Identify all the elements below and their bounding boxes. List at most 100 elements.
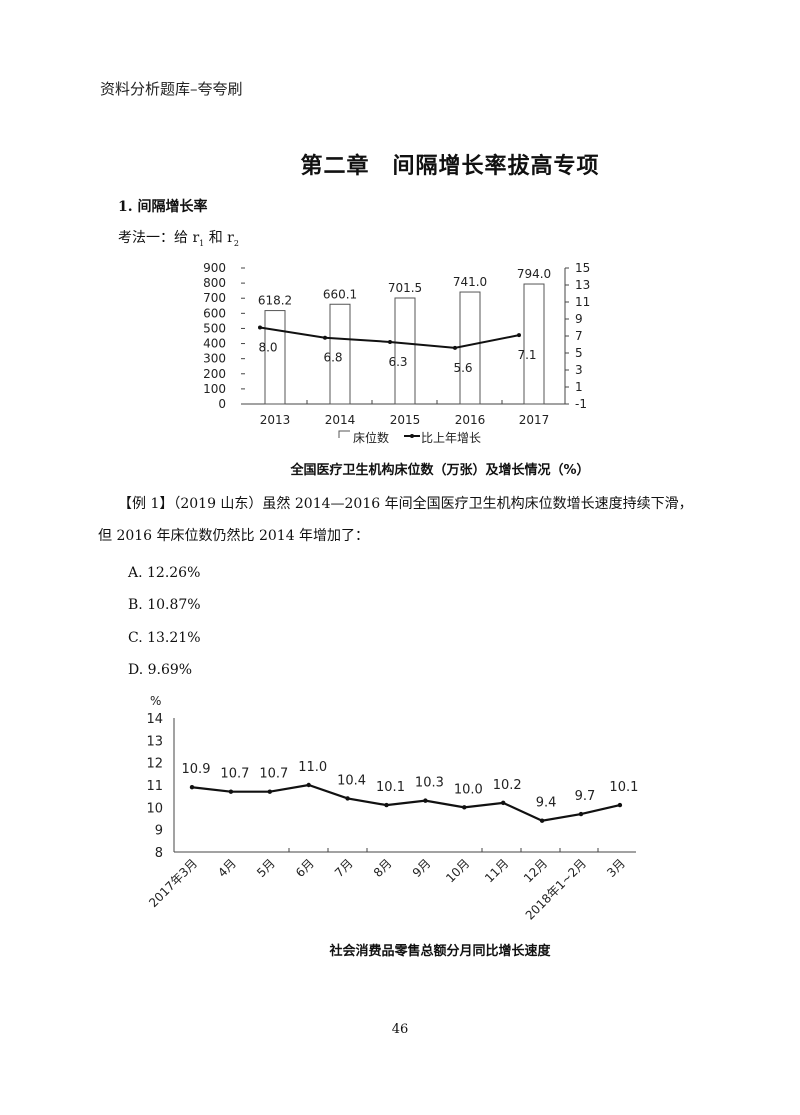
left-tick-label: 300 bbox=[203, 352, 226, 366]
y-unit-label: % bbox=[150, 694, 161, 708]
line-point bbox=[423, 798, 428, 803]
month-label: 8月 bbox=[371, 856, 395, 880]
right-tick-label: -1 bbox=[575, 397, 587, 411]
right-tick-label: 1 bbox=[575, 380, 583, 394]
month-label: 11月 bbox=[482, 856, 511, 885]
chapter-title: 第二章 间隔增长率拔高专项 bbox=[300, 153, 600, 179]
growth-line: 8.0 6.8 6.3 5.6 7.1 bbox=[258, 325, 537, 375]
right-tick-label: 15 bbox=[575, 261, 590, 275]
page-number: 46 bbox=[391, 1022, 409, 1037]
month-label: 4月 bbox=[215, 856, 239, 880]
section-heading: 1. 间隔增长率 bbox=[118, 199, 208, 215]
method-heading: 考法一：给 r1 和 r2 bbox=[118, 227, 239, 248]
month-label: 2017年3月 bbox=[146, 856, 200, 910]
left-tick-label: 500 bbox=[203, 321, 226, 335]
growth-line: 10.9 10.7 10.7 11.0 10.4 10.1 10.3 10.0 10.2 9.4 9… bbox=[182, 760, 638, 852]
option-b[interactable]: B. 10.87% bbox=[128, 597, 201, 613]
line-point bbox=[384, 802, 389, 808]
legend-bars-label: 床位数 bbox=[353, 430, 389, 445]
question-line-1: 【例 1】（2019 山东）虽然 2014—2016 年间全国医疗卫生机构床位数… bbox=[118, 496, 693, 512]
right-tick-label: 5 bbox=[575, 346, 583, 360]
option-a[interactable]: A. 12.26% bbox=[128, 565, 201, 581]
value-label: 9.4 bbox=[536, 796, 557, 811]
y-tick-label: 8 bbox=[155, 846, 163, 861]
line-value-label: 7.1 bbox=[517, 348, 536, 362]
left-tick-label: 600 bbox=[203, 306, 226, 320]
y-tick-label: 10 bbox=[146, 801, 163, 816]
line-point bbox=[189, 785, 195, 790]
left-tick-label: 0 bbox=[218, 397, 226, 411]
question-text: 【例 1】（2019 山东）虽然 2014—2016 年间全国医疗卫生机构床位数… bbox=[98, 488, 698, 552]
left-tick-label: 900 bbox=[203, 261, 226, 275]
line-point bbox=[462, 805, 467, 810]
line-point bbox=[388, 339, 392, 344]
value-label: 11.0 bbox=[298, 760, 327, 775]
value-label: 10.7 bbox=[220, 767, 249, 782]
line-point bbox=[453, 345, 457, 350]
bar-value-label: 701.5 bbox=[388, 281, 422, 295]
chart1-caption: 全国医疗卫生机构床位数（万张）及增长情况（%） bbox=[290, 463, 590, 478]
left-tick-label: 200 bbox=[203, 367, 226, 381]
y-tick-label: 12 bbox=[146, 757, 163, 772]
value-label: 10.3 bbox=[415, 776, 444, 791]
month-label: 6月 bbox=[293, 856, 317, 880]
question-line-2: 但 2016 年床位数仍然比 2014 年增加了： bbox=[98, 528, 370, 544]
line-point bbox=[306, 782, 311, 788]
bar bbox=[523, 283, 545, 405]
bars: 618.2 660.1 701.5 741.0 794.0 bbox=[258, 267, 551, 405]
bar bbox=[459, 291, 481, 405]
y-tick-label: 14 bbox=[146, 712, 163, 727]
bar bbox=[264, 310, 286, 405]
value-label: 10.7 bbox=[259, 767, 288, 782]
bar-legend-icon bbox=[338, 430, 350, 438]
y-tick-label: 13 bbox=[146, 734, 163, 749]
x-axis-labels: 2013 2014 2015 2016 2017 bbox=[260, 413, 550, 427]
option-c[interactable]: C. 13.21% bbox=[128, 630, 201, 646]
left-tick-label: 400 bbox=[203, 337, 226, 351]
subscript-2: 2 bbox=[233, 238, 239, 248]
right-tick-label: 7 bbox=[575, 329, 583, 343]
line-point bbox=[258, 325, 262, 330]
y-tick-label: 11 bbox=[146, 779, 163, 794]
line-point bbox=[267, 789, 272, 794]
value-label: 10.9 bbox=[182, 762, 211, 777]
bar-value-label: 741.0 bbox=[453, 275, 487, 289]
bar-value-label: 618.2 bbox=[258, 294, 292, 308]
option-d[interactable]: D. 9.69% bbox=[128, 662, 193, 678]
method-prefix: 考法一：给 r bbox=[118, 230, 200, 246]
bar-value-label: 660.1 bbox=[323, 287, 357, 301]
line-value-label: 8.0 bbox=[258, 341, 277, 355]
right-tick-label: 11 bbox=[575, 295, 590, 309]
value-label: 10.1 bbox=[609, 780, 638, 795]
line-point bbox=[501, 800, 506, 806]
document-header: 资料分析题库–夸夸刷 bbox=[100, 80, 243, 98]
line-point bbox=[578, 811, 584, 817]
year-label: 2016 bbox=[455, 413, 486, 427]
value-label: 9.7 bbox=[575, 789, 596, 804]
line-point bbox=[228, 789, 234, 794]
month-label: 12月 bbox=[521, 856, 550, 885]
left-tick-label: 700 bbox=[203, 291, 226, 305]
right-tick-label: 3 bbox=[575, 363, 583, 377]
line-value-label: 6.8 bbox=[323, 351, 342, 365]
left-tick-label: 800 bbox=[203, 276, 226, 290]
line-point bbox=[323, 335, 327, 340]
month-label: 9月 bbox=[410, 856, 434, 880]
month-label: 7月 bbox=[332, 856, 356, 880]
y-tick-label: 9 bbox=[155, 824, 163, 839]
legend-line-label: 比上年增长 bbox=[421, 431, 481, 445]
chart2-caption: 社会消费品零售总额分月同比增长速度 bbox=[329, 944, 551, 959]
method-mid: 和 r bbox=[204, 230, 234, 246]
year-label: 2013 bbox=[260, 413, 291, 427]
line-value-label: 5.6 bbox=[453, 361, 472, 375]
line-point bbox=[517, 333, 521, 338]
line-point bbox=[617, 802, 623, 808]
month-label: 5月 bbox=[254, 856, 278, 880]
year-label: 2014 bbox=[325, 413, 356, 427]
left-tick-label: 100 bbox=[203, 382, 226, 396]
value-label: 10.1 bbox=[376, 780, 405, 795]
